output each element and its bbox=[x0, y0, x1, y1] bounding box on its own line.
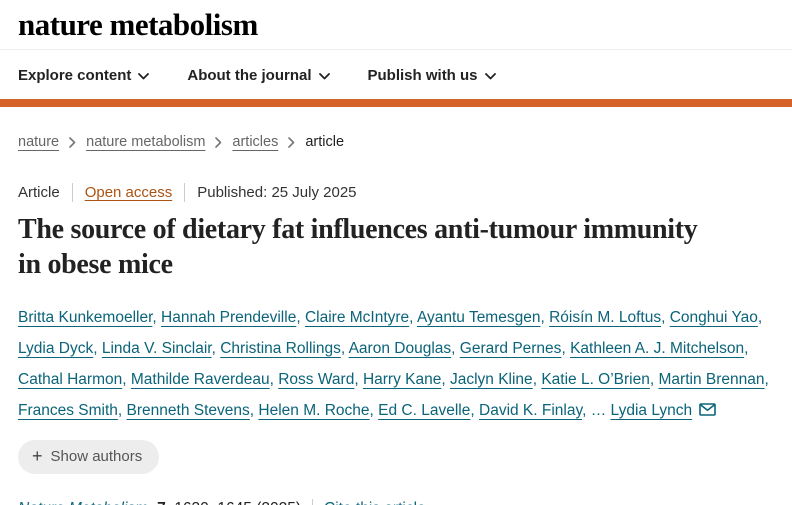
author-separator: , bbox=[296, 308, 305, 326]
author-link[interactable]: Ed C. Lavelle bbox=[378, 401, 471, 419]
nav-item-explore-content[interactable]: Explore content bbox=[18, 67, 150, 84]
author-link[interactable]: Harry Kane bbox=[362, 370, 442, 388]
logo-row: nature metabolism bbox=[0, 0, 792, 50]
main-nav: Explore content About the journal Publish … bbox=[0, 50, 792, 99]
author-link[interactable]: Ayantu Temesgen bbox=[416, 308, 541, 326]
chevron-down-icon bbox=[484, 73, 496, 80]
chevron-right-icon bbox=[288, 137, 295, 148]
author-link[interactable]: Claire McIntyre bbox=[304, 308, 410, 326]
journal-logo[interactable]: nature metabolism bbox=[18, 7, 258, 42]
author-separator: , bbox=[211, 339, 221, 357]
author-link[interactable]: David K. Finlay bbox=[479, 401, 583, 419]
author-separator: , bbox=[269, 370, 279, 388]
author-link[interactable]: Linda V. Sinclair bbox=[101, 339, 212, 357]
author-separator: , bbox=[354, 370, 363, 388]
author-list: Britta Kunkemoeller, Hannah Prendeville,… bbox=[18, 302, 774, 427]
breadcrumb-item-nature[interactable]: nature bbox=[18, 134, 60, 150]
breadcrumb-separator bbox=[69, 137, 76, 148]
author-separator: , bbox=[561, 339, 571, 357]
article-title: The source of dietary fat influences ant… bbox=[18, 214, 698, 281]
author-separator: , bbox=[152, 308, 162, 326]
nav-item-about-the-journal[interactable]: About the journal bbox=[187, 67, 330, 84]
author-link[interactable]: Hannah Prendeville bbox=[161, 308, 297, 326]
breadcrumb-separator bbox=[288, 137, 295, 148]
cite-this-article-link[interactable]: Cite this article bbox=[324, 500, 426, 505]
author-link[interactable]: Cathal Harmon bbox=[18, 370, 123, 388]
author-link[interactable]: Christina Rollings bbox=[220, 339, 341, 357]
citation-divider bbox=[312, 498, 314, 505]
author-link[interactable]: Gerard Pernes bbox=[459, 339, 562, 357]
author-separator: , bbox=[122, 370, 131, 388]
author-link[interactable]: Jaclyn Kline bbox=[449, 370, 533, 388]
author-separator: , bbox=[744, 339, 749, 357]
author-link[interactable]: Brenneth Stevens bbox=[126, 401, 250, 419]
author-separator: , bbox=[93, 339, 102, 357]
author-separator: , bbox=[451, 339, 460, 357]
author-separator: , bbox=[757, 308, 763, 326]
published-date: Published: 25 July 2025 bbox=[197, 184, 357, 201]
breadcrumb-item-article: article bbox=[305, 134, 345, 150]
author-separator: , bbox=[249, 401, 259, 419]
author-link[interactable]: Kathleen A. J. Mitchelson bbox=[570, 339, 745, 357]
author-separator: , bbox=[649, 370, 659, 388]
breadcrumb-item-articles[interactable]: articles bbox=[232, 134, 279, 150]
site-header: nature metabolism Explore content About t… bbox=[0, 0, 792, 107]
author-link[interactable]: Ross Ward bbox=[278, 370, 355, 388]
article-type-label: Article bbox=[18, 184, 60, 201]
plus-icon: + bbox=[32, 446, 43, 467]
accent-bar bbox=[0, 99, 792, 107]
show-authors-button[interactable]: + Show authors bbox=[18, 439, 160, 474]
nav-item-publish-with-us[interactable]: Publish with us bbox=[368, 67, 496, 84]
journal-citation-link[interactable]: Nature Metabolism bbox=[18, 500, 148, 505]
citation-line: Nature Metabolism 7 , 1630–1645 (2025) C… bbox=[18, 498, 774, 505]
author-separator: , bbox=[117, 401, 127, 419]
breadcrumb: nature nature metabolism articles article bbox=[18, 134, 774, 150]
meta-divider bbox=[184, 183, 186, 202]
author-ellipsis: … bbox=[590, 401, 611, 419]
author-separator: , bbox=[764, 370, 769, 388]
breadcrumb-separator bbox=[215, 137, 222, 148]
chevron-right-icon bbox=[215, 137, 222, 148]
author-separator: , bbox=[369, 401, 379, 419]
author-separator: , bbox=[582, 401, 591, 419]
breadcrumb-item-nature-metabolism[interactable]: nature metabolism bbox=[86, 134, 206, 150]
citation-pages: , 1630–1645 (2025) bbox=[166, 500, 301, 505]
author-separator: , bbox=[409, 308, 417, 326]
author-link[interactable]: Conghui Yao bbox=[669, 308, 758, 326]
author-separator: , bbox=[532, 370, 542, 388]
author-link[interactable]: Aaron Douglas bbox=[348, 339, 452, 357]
article-meta-row: Article Open access Published: 25 July 2… bbox=[18, 183, 774, 202]
author-link[interactable]: Frances Smith bbox=[18, 401, 118, 419]
email-icon[interactable] bbox=[699, 396, 716, 427]
author-separator: , bbox=[661, 308, 670, 326]
open-access-link[interactable]: Open access bbox=[84, 184, 173, 201]
author-separator: , bbox=[540, 308, 550, 326]
author-link[interactable]: Katie L. O’Brien bbox=[541, 370, 650, 388]
author-link[interactable]: Róisín M. Loftus bbox=[549, 308, 662, 326]
author-link[interactable]: Mathilde Raverdeau bbox=[130, 370, 270, 388]
citation-volume: 7 bbox=[157, 500, 166, 505]
author-separator: , bbox=[470, 401, 479, 419]
meta-divider bbox=[71, 183, 73, 202]
author-link[interactable]: Britta Kunkemoeller bbox=[18, 308, 153, 326]
chevron-right-icon bbox=[69, 137, 76, 148]
corresponding-author-link[interactable]: Lydia Lynch bbox=[610, 401, 693, 419]
show-authors-label: Show authors bbox=[50, 447, 143, 465]
author-separator: , bbox=[340, 339, 349, 357]
chevron-down-icon bbox=[318, 73, 330, 80]
chevron-down-icon bbox=[138, 73, 150, 80]
author-link[interactable]: Lydia Dyck bbox=[18, 339, 94, 357]
author-link[interactable]: Helen M. Roche bbox=[258, 401, 370, 419]
author-separator: , bbox=[441, 370, 450, 388]
article-header-section: nature nature metabolism articles article A… bbox=[0, 134, 792, 505]
author-link[interactable]: Martin Brennan bbox=[658, 370, 765, 388]
